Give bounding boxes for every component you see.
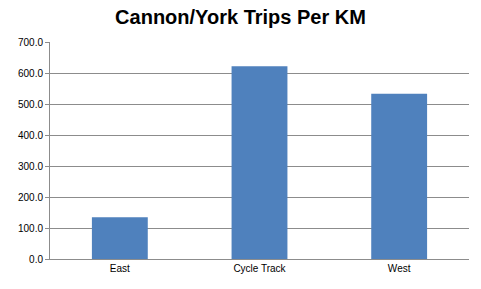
svg-text:West: West <box>388 263 411 274</box>
svg-text:600.0: 600.0 <box>18 68 43 79</box>
svg-text:100.0: 100.0 <box>18 223 43 234</box>
svg-text:0.0: 0.0 <box>29 254 43 265</box>
svg-text:Cannon/York Trips Per KM: Cannon/York Trips Per KM <box>115 6 366 28</box>
svg-text:Cycle Track: Cycle Track <box>233 263 286 274</box>
svg-text:200.0: 200.0 <box>18 192 43 203</box>
svg-text:300.0: 300.0 <box>18 161 43 172</box>
svg-text:400.0: 400.0 <box>18 130 43 141</box>
svg-text:700.0: 700.0 <box>18 37 43 48</box>
svg-text:500.0: 500.0 <box>18 99 43 110</box>
svg-text:East: East <box>110 263 130 274</box>
